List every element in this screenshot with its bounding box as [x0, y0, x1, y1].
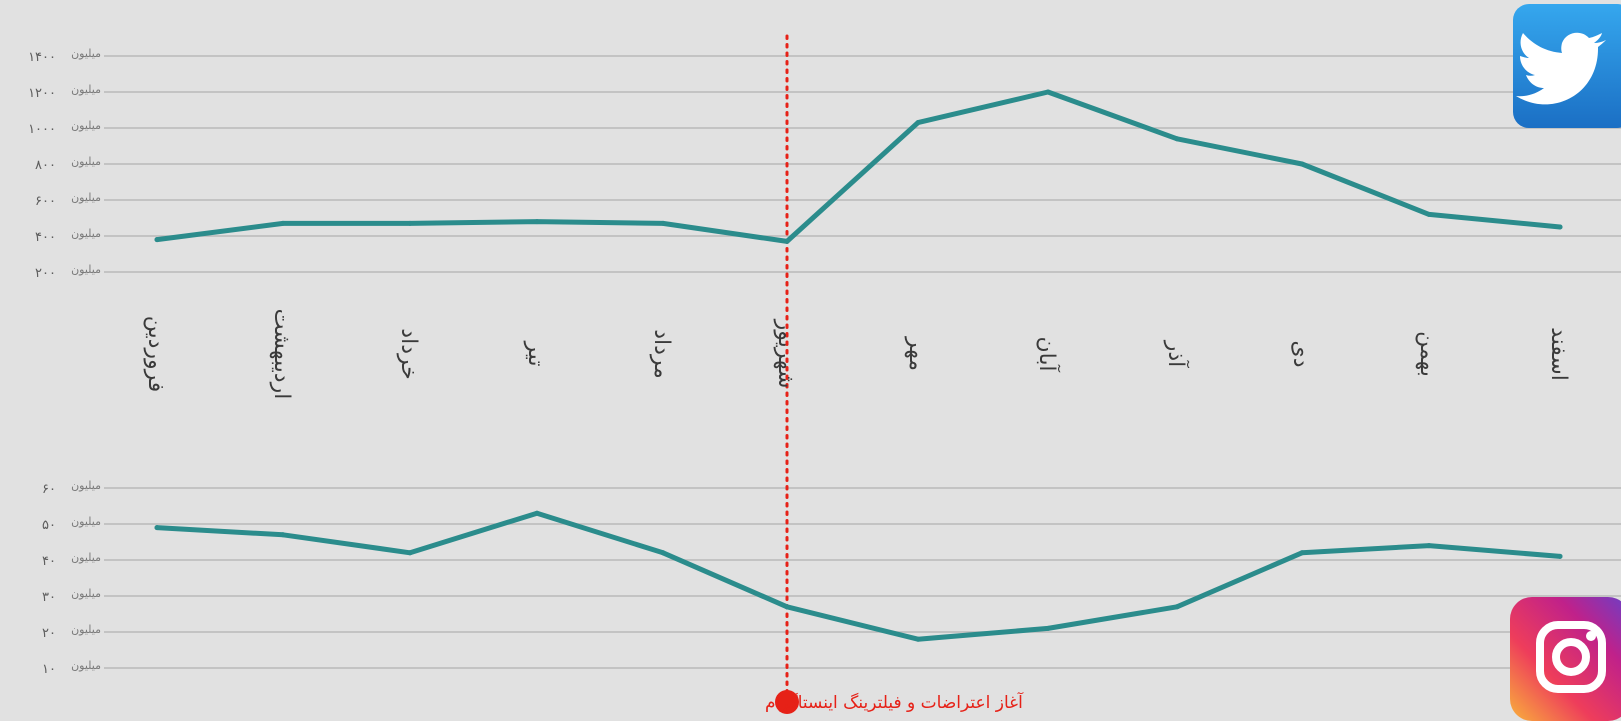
event-annotation: آغاز اعتراضات و فیلترینگ اینستاگرام [765, 691, 1024, 713]
y-tick-unit: میلیون [71, 587, 101, 600]
y-tick-unit: میلیون [71, 479, 101, 492]
month-label: آذر [1163, 340, 1190, 368]
y-tick-label: ۲۰ [42, 626, 56, 641]
y-tick-label: ۶۰۰ [35, 194, 56, 209]
y-tick-unit: میلیون [71, 227, 101, 240]
month-label: خرداد [396, 328, 421, 379]
month-label: اردیبهشت [269, 309, 294, 400]
instagram-point [154, 525, 160, 531]
y-tick-label: ۱۴۰۰ [28, 50, 56, 65]
y-tick-label: ۱۰ [42, 662, 56, 677]
y-tick-label: ۱۰۰۰ [28, 122, 56, 137]
top-chart-y-ticks: میلیون ۱۴۰۰ میلیون ۱۲۰۰ میلیون ۱۰۰۰ میلیون ۸۰۰ م… [28, 47, 101, 281]
month-label: مرداد [649, 329, 674, 379]
bottom-chart-gridlines [104, 487, 1621, 669]
twitter-point [1045, 89, 1051, 95]
instagram-point [1299, 550, 1305, 556]
y-tick-label: ۵۰ [42, 518, 56, 533]
y-tick-unit: میلیون [71, 155, 101, 168]
y-tick-label: ۱۲۰۰ [28, 86, 56, 101]
twitter-point [1426, 211, 1432, 217]
y-tick-unit: میلیون [71, 659, 101, 672]
twitter-point [784, 238, 790, 244]
twitter-series [154, 89, 1563, 244]
instagram-point [407, 550, 413, 556]
month-label: فروردین [143, 316, 168, 393]
y-tick-unit: میلیون [71, 191, 101, 204]
month-label: تیر [523, 341, 548, 367]
twitter-point [1174, 136, 1180, 142]
instagram-point [1174, 604, 1180, 610]
instagram-point [1557, 553, 1563, 559]
instagram-point [1045, 625, 1051, 631]
bottom-chart-y-ticks: میلیون ۶۰ میلیون ۵۰ میلیون ۴۰ میلیون ۳۰ میلیون ۲۰… [42, 479, 101, 677]
instagram-point [1426, 543, 1432, 549]
month-label: دی [1288, 340, 1313, 367]
month-label: شهریور [773, 319, 798, 389]
y-tick-label: ۸۰۰ [35, 158, 56, 173]
y-tick-unit: میلیون [71, 119, 101, 132]
twitter-point [1299, 161, 1305, 167]
y-tick-unit: میلیون [71, 515, 101, 528]
twitter-point [154, 237, 160, 243]
twitter-point [1557, 224, 1563, 230]
twitter-logo-icon [1513, 4, 1621, 128]
instagram-point [915, 636, 921, 642]
instagram-point [660, 550, 666, 556]
y-tick-label: ۴۰ [42, 554, 56, 569]
twitter-point [660, 220, 666, 226]
y-tick-label: ۳۰ [42, 590, 56, 605]
instagram-point [534, 510, 540, 516]
twitter-point [915, 120, 921, 126]
event-marker-dot [775, 690, 799, 714]
y-tick-unit: میلیون [71, 623, 101, 636]
y-tick-unit: میلیون [71, 47, 101, 60]
month-label: بهمن [1415, 331, 1440, 377]
instagram-point [784, 604, 790, 610]
twitter-point [534, 219, 540, 225]
month-label: اسفند [1546, 327, 1571, 381]
instagram-series [154, 510, 1563, 642]
y-tick-unit: میلیون [71, 551, 101, 564]
twitter-point [407, 220, 413, 226]
month-label: مهر [904, 336, 929, 371]
y-tick-unit: میلیون [71, 83, 101, 96]
instagram-point [280, 532, 286, 538]
y-tick-label: ۲۰۰ [35, 266, 56, 281]
y-tick-label: ۴۰۰ [35, 230, 56, 245]
instagram-line [154, 510, 1563, 642]
top-chart-gridlines [104, 55, 1621, 273]
twitter-line [154, 89, 1563, 244]
instagram-logo-icon [1510, 597, 1621, 721]
month-labels: فروردین اردیبهشت خرداد تیر مرداد شهریور مهر آبا… [143, 309, 1571, 400]
twitter-point [280, 220, 286, 226]
y-tick-unit: میلیون [71, 263, 101, 276]
y-tick-label: ۶۰ [42, 482, 56, 497]
month-label: آبان [1034, 336, 1061, 372]
